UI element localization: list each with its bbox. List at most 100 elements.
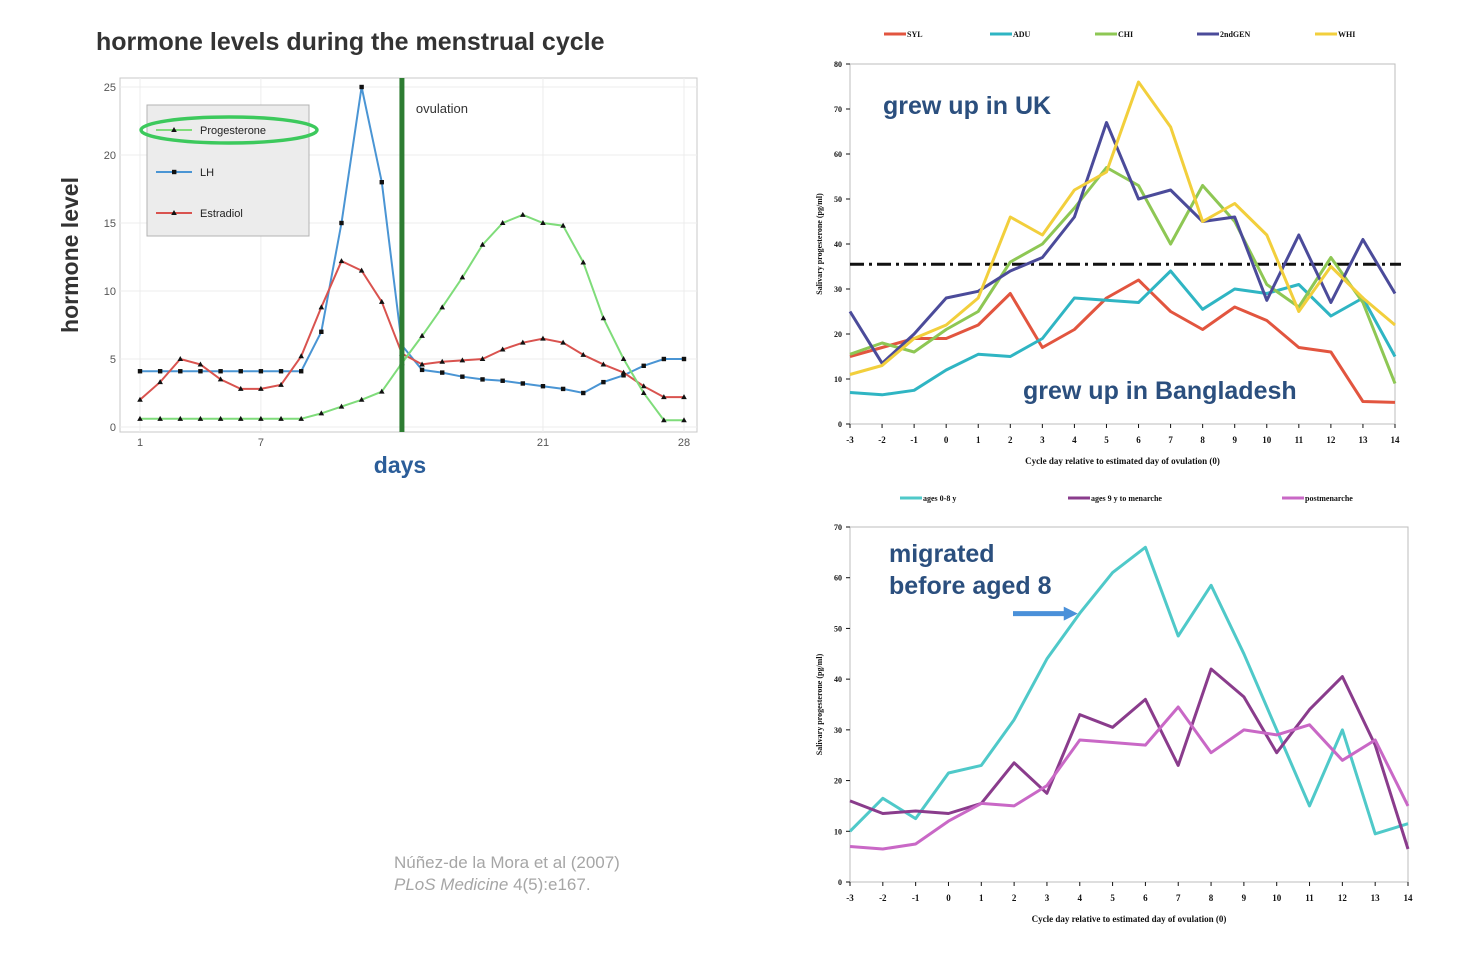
y-axis-label: Salivary progesterone (pg/ml) (815, 653, 824, 755)
data-point-progesterone (600, 315, 607, 321)
citation-journal: PLoS Medicine (394, 875, 509, 894)
x-tick-label: 10 (1262, 435, 1272, 445)
legend-label-postmenarche: postmenarche (1305, 494, 1353, 503)
legend-highlight-ellipse (139, 115, 319, 145)
series-line-postmenarche (849, 705, 1410, 851)
data-point-estradiol (338, 258, 345, 264)
data-point-estradiol (419, 361, 425, 367)
hormone-chart: 0 5 10 15 20 25 1 7 21 28 ovulation Progesterone LH E… (57, 77, 698, 478)
citation-reference: PLoS Medicine 4(5):e167. (394, 874, 620, 896)
data-point-estradiol (318, 304, 325, 310)
data-point-progesterone (298, 415, 304, 421)
data-point-progesterone (237, 415, 244, 421)
annotation-bangladesh: grew up in Bangladesh (1023, 377, 1297, 405)
ovulation-label: ovulation (416, 101, 468, 116)
data-point-lh (601, 379, 606, 385)
series-line-whi (849, 80, 1396, 376)
y-tick-label: 40 (834, 240, 842, 249)
y-tick-label: 30 (834, 285, 842, 294)
x-tick-label: 3 (1040, 435, 1045, 445)
x-tick-label: 12 (1326, 435, 1336, 445)
x-tick-label: 1 (137, 437, 143, 449)
annotation-before-aged-8: before aged 8 (889, 572, 1052, 600)
series-line-ages-9-y-to-menarche (849, 667, 1410, 850)
data-point-progesterone (258, 415, 264, 421)
x-tick-label: 3 (1045, 893, 1050, 903)
data-point-estradiol (499, 346, 506, 352)
data-point-estradiol (197, 361, 204, 367)
legend-label-estradiol: Estradiol (200, 208, 243, 220)
data-point-progesterone (217, 415, 224, 421)
citation: Núñez-de la Mora et al (2007) PLoS Medic… (394, 852, 620, 896)
data-point-progesterone (479, 241, 486, 247)
x-tick-label: 5 (1110, 893, 1115, 903)
data-point-estradiol (479, 356, 486, 361)
series-line-lh (140, 86, 684, 395)
data-point-lh (440, 370, 445, 375)
data-point-estradiol (278, 381, 284, 387)
data-point-lh (641, 363, 646, 368)
y-tick-label: 80 (834, 60, 842, 69)
series-line-adu (849, 269, 1397, 397)
x-tick-label: -1 (912, 893, 920, 903)
citation-authors: Núñez-de la Mora et al (2007) (394, 853, 620, 872)
data-point-estradiol (459, 357, 466, 363)
y-tick-label: 0 (838, 878, 842, 887)
data-point-lh (238, 369, 243, 374)
x-tick-label: 8 (1200, 435, 1205, 445)
data-point-progesterone (499, 220, 506, 225)
data-point-estradiol (620, 369, 627, 375)
x-tick-label: 10 (1272, 893, 1282, 903)
data-point-estradiol (681, 394, 687, 400)
series-line-chi (849, 166, 1397, 385)
data-point-lh (500, 378, 505, 383)
data-point-lh (379, 180, 384, 185)
data-point-lh (178, 369, 183, 374)
data-point-lh (339, 220, 344, 226)
data-point-progesterone (197, 415, 204, 421)
data-point-estradiol (237, 385, 244, 391)
data-point-progesterone (157, 415, 163, 421)
y-tick-label: 30 (834, 726, 842, 735)
y-tick-label: 5 (110, 354, 116, 366)
data-point-progesterone (540, 220, 546, 225)
x-tick-label: 5 (1104, 435, 1109, 445)
data-point-estradiol (258, 385, 264, 391)
x-axis-label: days (374, 452, 426, 478)
x-tick-label: 7 (1176, 893, 1181, 903)
data-point-estradiol (217, 376, 224, 382)
x-tick-label: 1 (979, 893, 984, 903)
data-point-lh (460, 374, 465, 379)
x-tick-label: 2 (1012, 893, 1017, 903)
data-point-lh (520, 381, 526, 386)
data-point-estradiol (520, 339, 526, 345)
legend-label-whi: WHI (1338, 30, 1355, 39)
data-point-progesterone (278, 415, 284, 421)
data-point-estradiol (560, 339, 566, 345)
data-point-estradiol (358, 267, 365, 273)
x-tick-label: 14 (1391, 435, 1401, 445)
y-tick-label: 60 (834, 150, 842, 159)
data-point-progesterone (640, 390, 647, 395)
legend-label-progesterone: Progesterone (200, 125, 266, 137)
x-tick-label: 14 (1404, 893, 1414, 903)
data-point-lh (319, 329, 324, 334)
citation-volume: 4(5):e167. (508, 875, 591, 894)
x-tick-label: -2 (878, 435, 886, 445)
data-point-progesterone (580, 259, 587, 265)
series-line-progesterone (140, 213, 684, 422)
y-axis-label: hormone level (57, 177, 83, 333)
data-point-progesterone (338, 403, 345, 409)
x-tick-label: 21 (537, 437, 549, 449)
x-tick-label: 4 (1078, 893, 1083, 903)
x-tick-label: -1 (910, 435, 918, 445)
series-line-ages-0-8-y (848, 545, 1409, 836)
series-line-estradiol (139, 259, 684, 401)
data-point-estradiol (640, 383, 647, 389)
data-point-estradiol (439, 358, 446, 364)
x-tick-label: 6 (1136, 435, 1141, 445)
y-tick-label: 50 (834, 624, 842, 633)
x-axis-label: Cycle day relative to estimated day of o… (1025, 456, 1220, 466)
plot-area (849, 526, 1409, 883)
